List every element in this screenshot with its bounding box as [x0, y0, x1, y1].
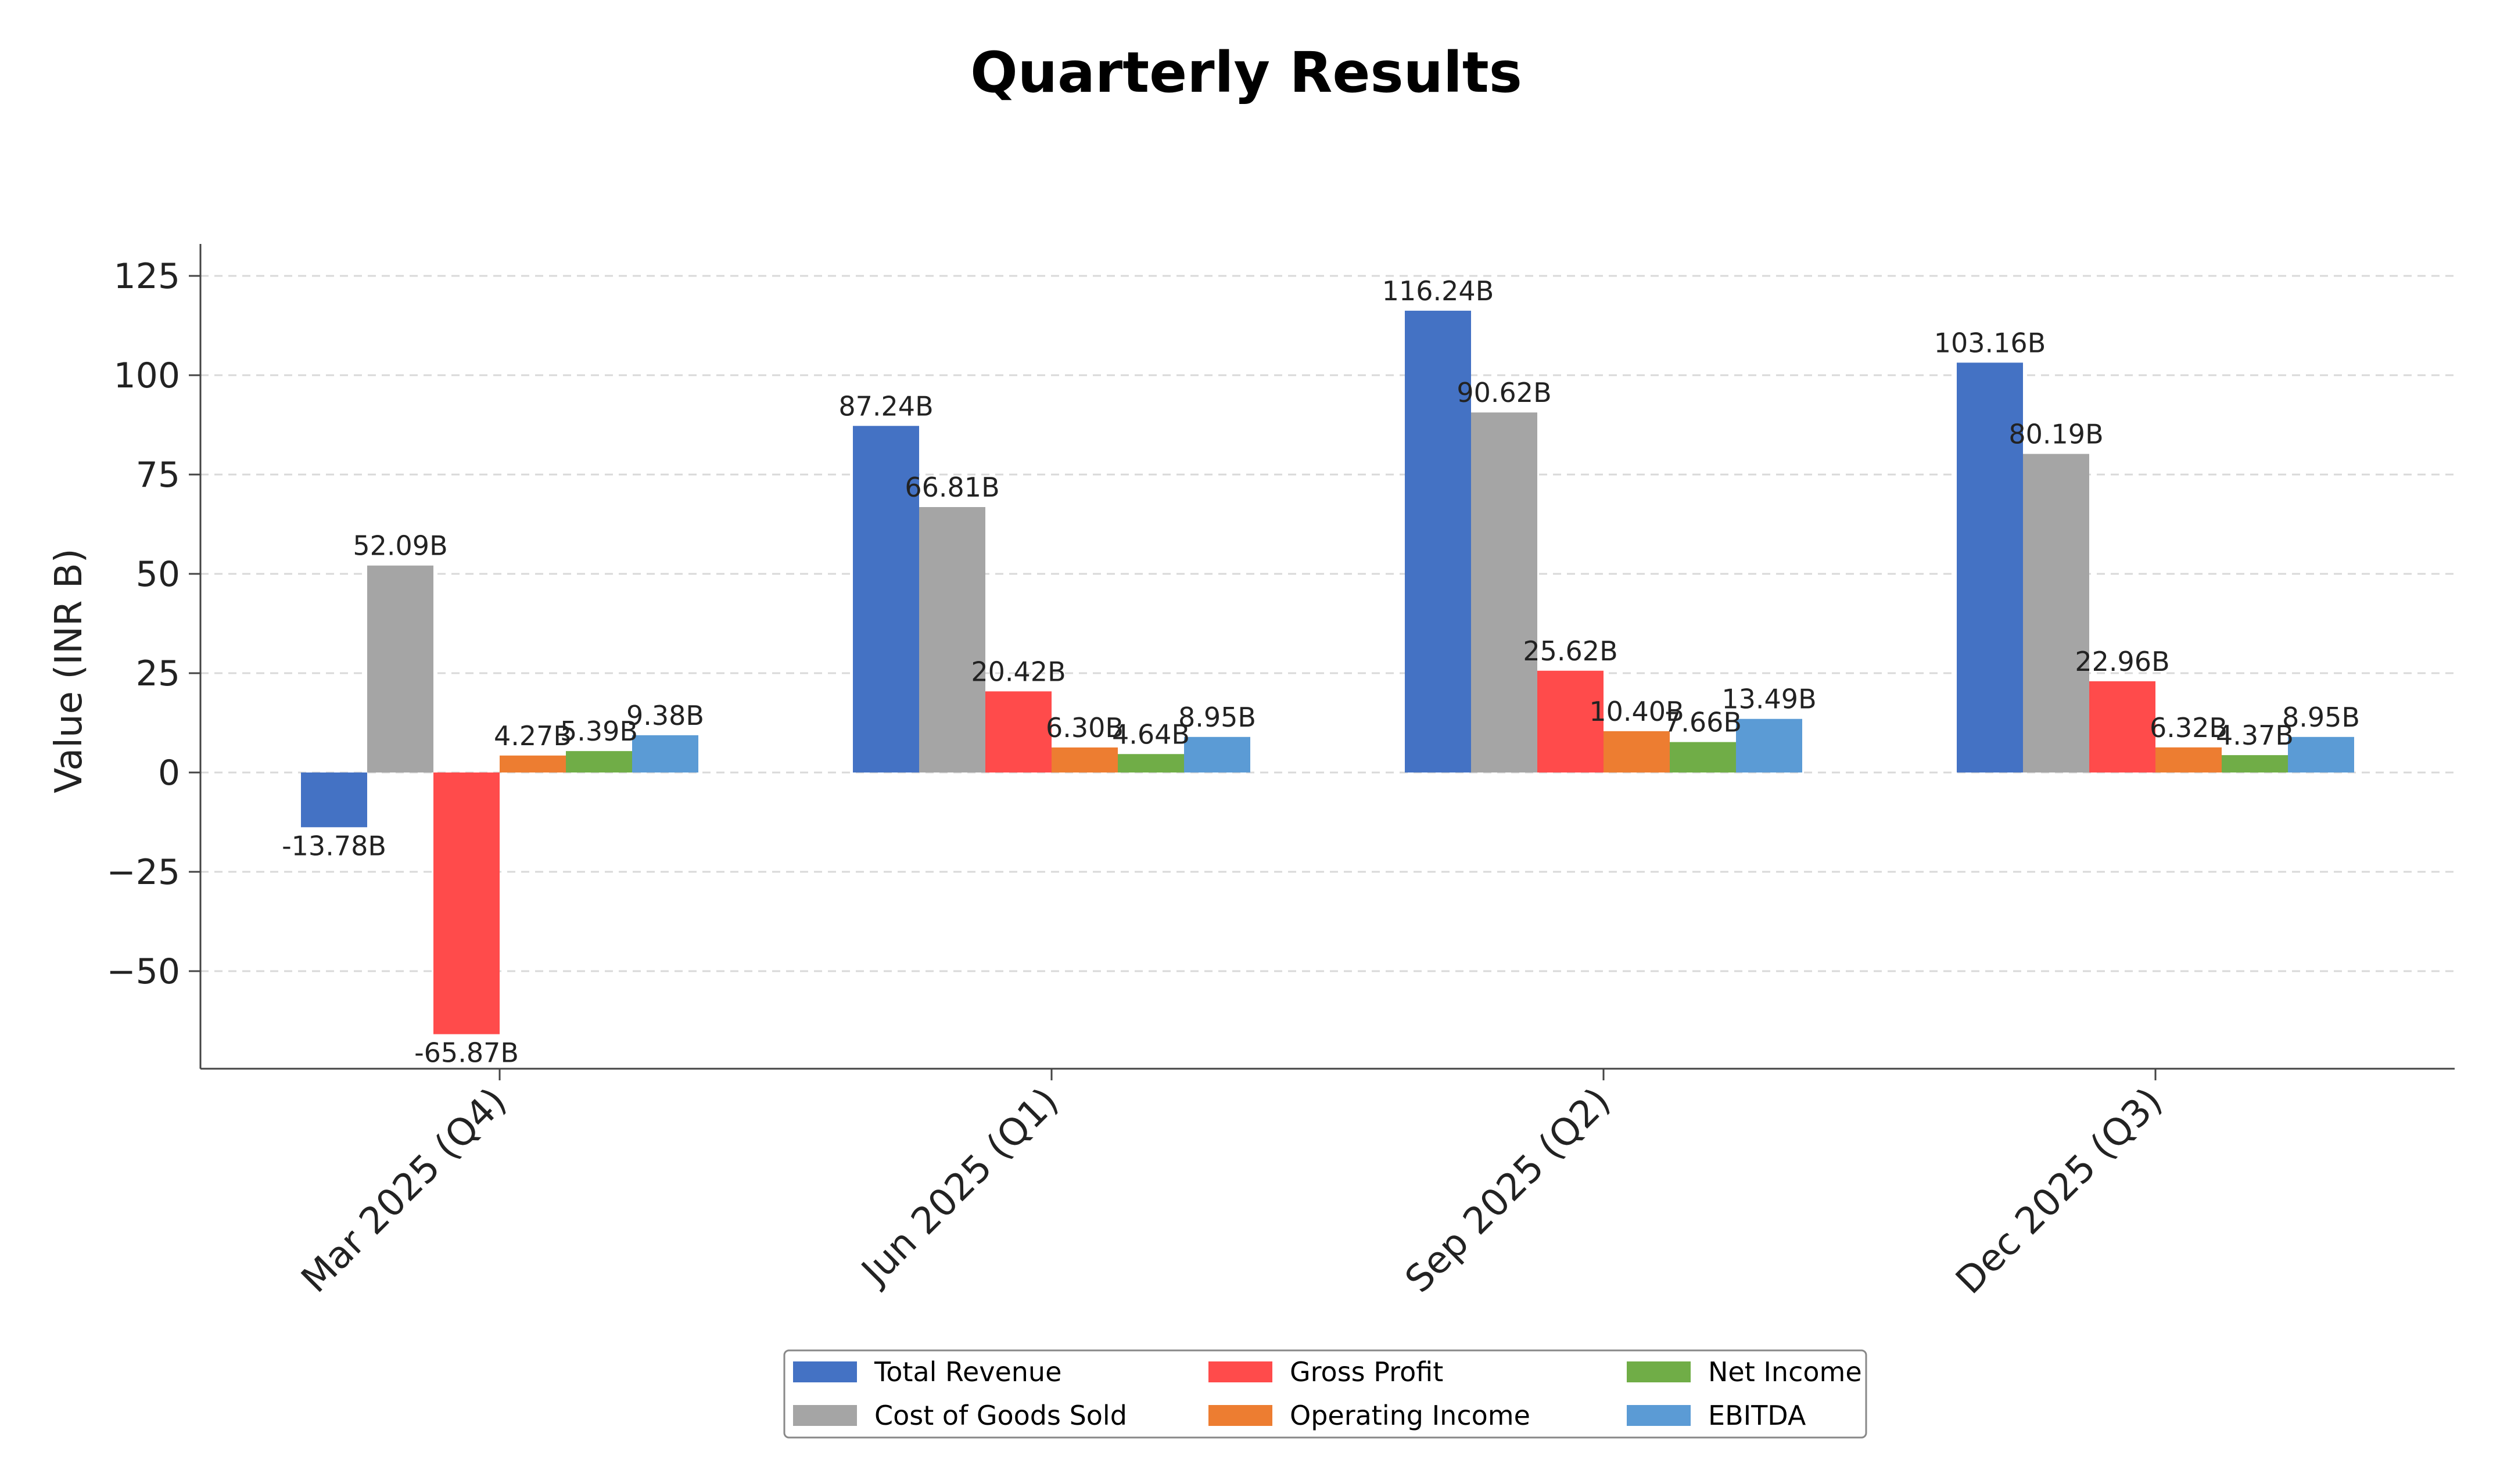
legend-swatch — [1208, 1361, 1272, 1382]
data-label: 66.81B — [905, 472, 999, 503]
x-tick-label: Dec 2025 (Q3) — [1948, 1080, 2171, 1303]
x-tick-label: Jun 2025 (Q1) — [852, 1080, 1067, 1295]
legend-swatch — [793, 1405, 857, 1426]
bars — [301, 310, 2354, 1034]
y-tick-label: 75 — [136, 455, 180, 495]
legend-label: Operating Income — [1290, 1400, 1530, 1431]
data-label: 4.64B — [1112, 718, 1190, 750]
data-label: 6.32B — [2150, 712, 2227, 743]
bar — [1736, 718, 1802, 772]
gridlines — [200, 275, 2455, 972]
bar — [2155, 747, 2222, 772]
y-tick-label: 100 — [113, 355, 180, 396]
y-tick-label: 125 — [113, 256, 180, 297]
y-tick-label: 50 — [136, 554, 180, 595]
bar — [301, 772, 367, 828]
bar — [1184, 736, 1250, 772]
bar — [2023, 454, 2089, 772]
bar — [1957, 362, 2023, 772]
data-label: 4.37B — [2216, 720, 2294, 751]
bar — [2089, 681, 2155, 772]
legend-label: Total Revenue — [874, 1356, 1061, 1388]
y-tick-label: −50 — [106, 951, 180, 992]
legend-swatch — [793, 1361, 857, 1382]
data-label: -13.78B — [282, 830, 386, 861]
bar — [433, 772, 500, 1034]
legend-swatch — [1627, 1405, 1691, 1426]
data-label: 8.95B — [1178, 702, 1256, 733]
legend-label: Net Income — [1708, 1356, 1862, 1388]
data-label: 22.96B — [2075, 646, 2169, 677]
y-tick-label: 25 — [136, 653, 180, 694]
bar — [2288, 736, 2354, 772]
data-label: 25.62B — [1523, 635, 1617, 667]
bar — [500, 755, 566, 772]
x-tick-label: Mar 2025 (Q4) — [293, 1080, 515, 1301]
data-label: 4.27B — [494, 720, 572, 752]
legend-label: Gross Profit — [1290, 1356, 1443, 1388]
legend-label: EBITDA — [1708, 1400, 1806, 1431]
y-ticks: −50 −25 0 25 50 75 100 125 — [106, 256, 200, 992]
bar — [1537, 670, 1604, 772]
data-label: 52.09B — [353, 530, 447, 562]
bar — [985, 691, 1052, 772]
data-label: 103.16B — [1934, 327, 2046, 358]
legend-box — [783, 1349, 1867, 1439]
y-tick-label: 0 — [158, 753, 180, 793]
bar — [1471, 412, 1537, 772]
bar — [1052, 747, 1118, 772]
data-label: 87.24B — [838, 390, 933, 422]
data-label: 116.24B — [1382, 275, 1494, 307]
data-label: 8.95B — [2282, 702, 2360, 733]
data-label: 20.42B — [971, 656, 1066, 687]
legend: Total Revenue Cost of Goods Sold Gross Pro… — [783, 1349, 1867, 1439]
bar — [919, 507, 985, 772]
chart-title: Quarterly Results — [970, 40, 1522, 105]
data-label: 80.19B — [2008, 419, 2103, 450]
data-label: 7.66B — [1664, 707, 1742, 738]
bar — [1405, 310, 1471, 772]
bar — [632, 735, 698, 772]
y-tick-label: −25 — [106, 852, 180, 893]
data-label: 13.49B — [1721, 684, 1816, 715]
legend-label: Cost of Goods Sold — [874, 1400, 1127, 1431]
bar — [566, 751, 632, 772]
legend-swatch — [1208, 1405, 1272, 1426]
bar — [1604, 731, 1670, 772]
x-tick-label: Sep 2025 (Q2) — [1397, 1080, 1619, 1301]
data-label: 9.38B — [626, 700, 704, 731]
axes — [199, 244, 2455, 1070]
data-labels: -13.78B 87.24B 116.24B 103.16B 52.09B 66.81B 9… — [282, 275, 2360, 1069]
bar — [1118, 754, 1184, 772]
bar — [1670, 742, 1736, 772]
bar — [853, 426, 919, 772]
y-axis-label: Value (INR B) — [48, 548, 91, 793]
data-label: 90.62B — [1457, 377, 1551, 408]
data-label: 10.40B — [1589, 696, 1684, 727]
bar — [2222, 755, 2288, 772]
bar — [367, 565, 433, 772]
data-label: 5.39B — [560, 716, 638, 747]
data-label: -65.87B — [414, 1037, 519, 1069]
data-label: 6.30B — [1046, 712, 1124, 743]
x-ticks: Mar 2025 (Q4) Jun 2025 (Q1) Sep 2025 (Q2) D… — [293, 1069, 2171, 1303]
legend-swatch — [1627, 1361, 1691, 1382]
